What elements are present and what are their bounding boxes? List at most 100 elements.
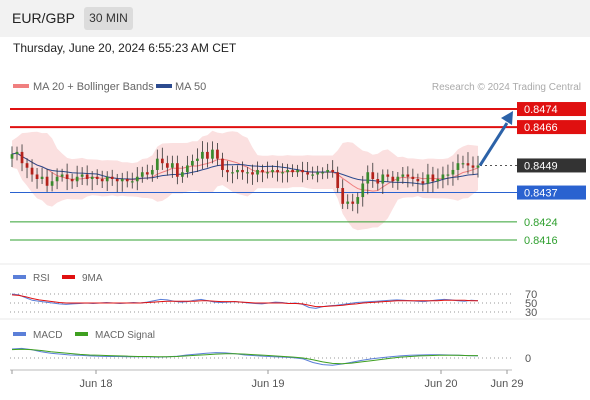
candle-body [196,158,199,161]
moving-averages [11,152,479,192]
candle-body [80,174,84,177]
candle-body [376,179,380,184]
candle-body [471,165,475,168]
target-level-label: 0.8416 [524,235,558,247]
candle-body [191,160,194,166]
rsi-legend-swatch [13,275,26,279]
candle-body [436,179,440,182]
candle-body [266,172,269,174]
candle-body [70,179,74,182]
candle-body [15,151,19,155]
candle-body [306,172,309,175]
candle-body [311,174,315,176]
candle-body [431,174,435,182]
candle-body [391,176,395,182]
candle-body [246,172,249,174]
candle-body [30,167,34,175]
rsi-legend-label: RSI [33,273,50,284]
ma50-legend-swatch [156,84,172,88]
candle-body [120,179,124,182]
macd-tick-label: 0 [525,353,531,365]
x-axis-ticks: Jun 18 Jun 19 Jun 20 Jun 29 [11,370,524,390]
level-labels: 0.8474 0.8466 0.8449 0.8437 0.8424 0.8416 [517,102,586,247]
current-price-tag [517,158,586,173]
candle-body [160,158,164,164]
candle-body [366,172,370,184]
support-level-tag [517,185,586,200]
candle-body [386,174,390,177]
resistance-level-label: 0.8474 [524,104,558,116]
ma50-legend-label: MA 50 [175,81,206,93]
candle-body [411,176,415,179]
rsi-tick-label: 30 [525,307,537,319]
price-levels [10,108,517,241]
current-price-label: 0.8449 [524,160,558,172]
x-tick-label: Jun 29 [490,378,523,390]
resistance-level-label: 0.8466 [524,122,558,134]
forecast-arrow-head [501,111,513,126]
candle-body [165,163,169,168]
candle-body [461,163,465,165]
candle-body [331,169,335,173]
macd-signal-legend-swatch [75,332,88,336]
x-tick-label: Jun 20 [424,378,457,390]
candle-body [105,176,109,182]
candle-body [441,174,445,179]
ma20-legend-label: MA 20 + Bollinger Bands [33,81,154,93]
candle-body [351,201,355,204]
candle-body [181,172,184,177]
candle-body [145,172,149,175]
ma20-legend-swatch [13,84,29,88]
candle-body [446,174,450,176]
candle-body [150,169,154,175]
forecast-arrow-shaft [478,122,509,167]
timestamp: Thursday, June 20, 2024 6:55:23 AM CET [13,41,237,55]
candle-body [286,169,289,173]
candle-body [256,169,259,175]
candle-body [110,176,114,179]
candle-body [85,174,89,179]
candle-body [301,169,304,173]
candle-body [95,176,99,179]
candle-body [211,149,214,159]
candle-body [100,179,104,182]
candle-body [60,174,64,177]
candle-body [236,169,239,173]
ma20-line [11,152,479,192]
rsi-ma-legend-label: 9MA [82,273,103,284]
candle-body [416,179,420,182]
candle-body [326,169,330,173]
candle-body [135,176,139,182]
timeframe-button[interactable]: 30 MIN [84,7,133,30]
candle-body [316,172,320,175]
candle-body [130,181,134,183]
candle-body [261,169,264,173]
bollinger-bands [12,130,478,231]
candle-body [216,149,219,159]
candle-body [396,176,400,182]
macd-line [11,347,479,366]
candle-body [221,158,224,170]
candle-body [401,174,405,177]
candle-body [381,174,385,184]
candle-body [421,181,425,184]
candle-body [25,163,29,168]
candle-body [90,176,94,179]
candle-body [341,188,345,204]
resistance-level-tag [517,102,586,117]
bollinger-band-area [12,130,478,231]
target-level-label: 0.8424 [524,217,558,229]
candle-body [186,165,189,173]
candle-body [356,197,360,204]
candlesticks [10,141,480,214]
candle-body [336,172,340,189]
candle-body [226,169,229,173]
candle-body [10,154,14,159]
candle-body [451,169,455,175]
candle-body [281,172,284,174]
candle-body [206,151,209,159]
candle-body [125,179,129,182]
candle-body [321,172,325,174]
candle-body [476,165,480,168]
